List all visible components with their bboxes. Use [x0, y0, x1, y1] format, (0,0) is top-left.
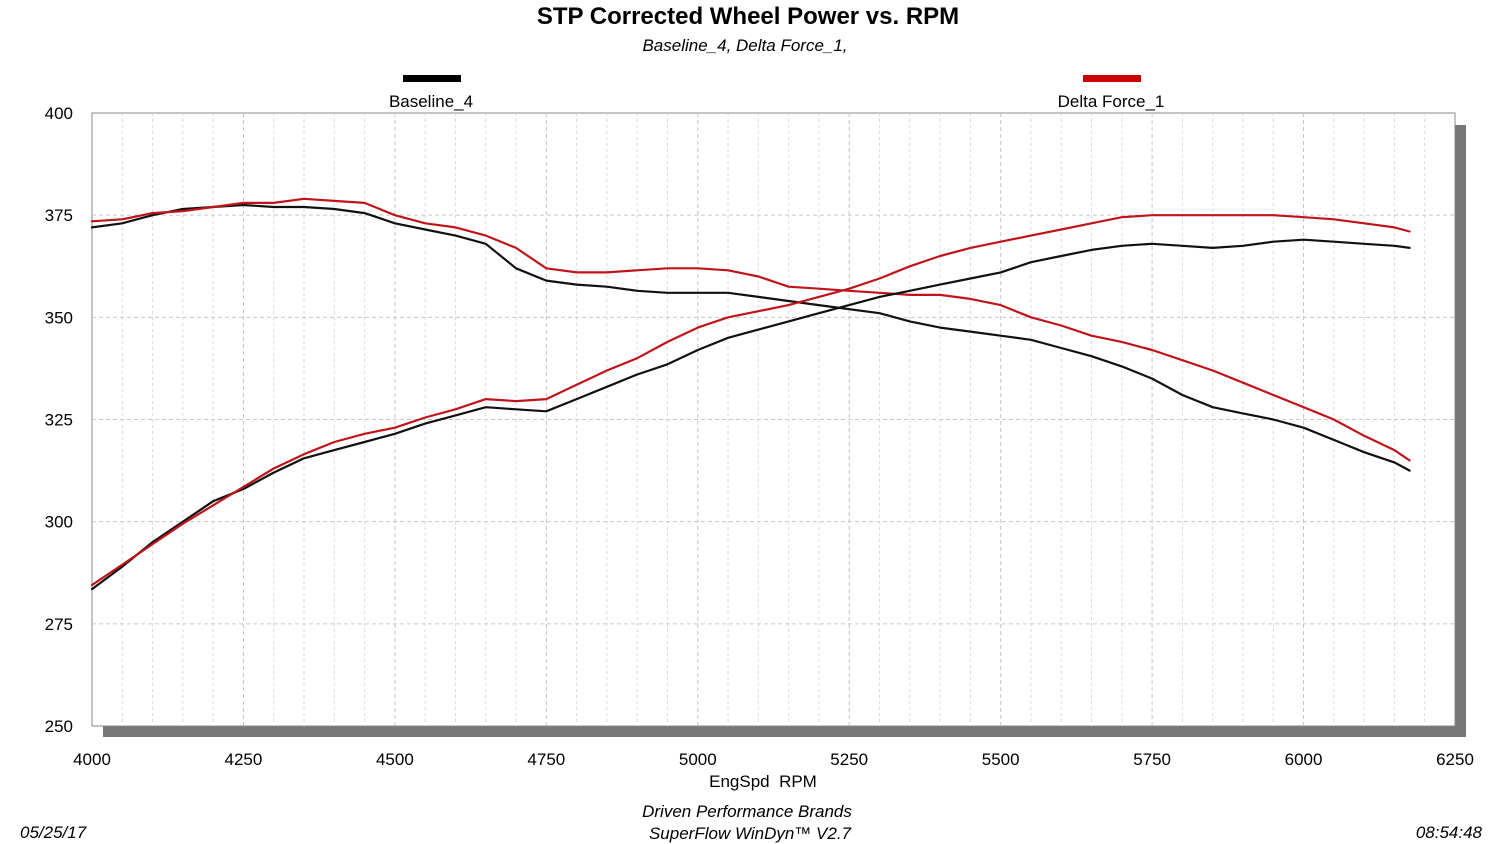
y-tick-label: 375 — [45, 206, 73, 225]
y-axis-ticks: 250 275 300 325 350 375 400 — [45, 104, 73, 736]
grid — [92, 113, 1455, 726]
y-tick-label: 250 — [45, 717, 73, 736]
plot-shadow-bottom — [103, 726, 1466, 737]
footer-time: 08:54:48 — [1416, 823, 1483, 842]
series-line-delta-force-1-falling — [90, 197, 1411, 462]
x-tick-label: 5750 — [1133, 750, 1171, 769]
x-tick-label: 5250 — [830, 750, 868, 769]
footer-date: 05/25/17 — [20, 823, 87, 842]
y-tick-label: 325 — [45, 411, 73, 430]
x-tick-label: 6000 — [1285, 750, 1323, 769]
series-line-baseline-4-falling — [90, 203, 1411, 472]
x-tick-label: 5500 — [982, 750, 1020, 769]
series-line-baseline-4-rising — [90, 238, 1411, 591]
x-tick-label: 4000 — [73, 750, 111, 769]
legend-swatch-delta-force — [1083, 75, 1141, 82]
y-tick-label: 275 — [45, 615, 73, 634]
y-tick-label: 300 — [45, 513, 73, 532]
x-tick-label: 4750 — [527, 750, 565, 769]
x-tick-label: 6250 — [1436, 750, 1474, 769]
legend-swatch-baseline — [403, 75, 461, 82]
x-tick-label: 5000 — [679, 750, 717, 769]
chart-title: STP Corrected Wheel Power vs. RPM — [537, 3, 959, 30]
legend-label-baseline: Baseline_4 — [389, 92, 473, 111]
x-axis-label: EngSpd RPM — [709, 772, 817, 791]
x-tick-label: 4500 — [376, 750, 414, 769]
footer-company: Driven Performance Brands — [642, 802, 852, 821]
series-layer — [90, 197, 1411, 591]
x-tick-label: 4250 — [225, 750, 263, 769]
x-axis-ticks: 4000 4250 4500 4750 5000 5250 5500 5750 6000 6250 — [73, 750, 1474, 769]
footer-software: SuperFlow WinDyn™ V2.7 — [649, 824, 852, 843]
series-line-delta-force-1-rising — [90, 214, 1411, 587]
legend-label-delta-force: Delta Force_1 — [1058, 92, 1165, 111]
y-tick-label: 350 — [45, 308, 73, 327]
plot-shadow-right — [1455, 125, 1466, 736]
chart-subtitle: Baseline_4, Delta Force_1, — [642, 36, 847, 55]
y-tick-label: 400 — [45, 104, 73, 123]
